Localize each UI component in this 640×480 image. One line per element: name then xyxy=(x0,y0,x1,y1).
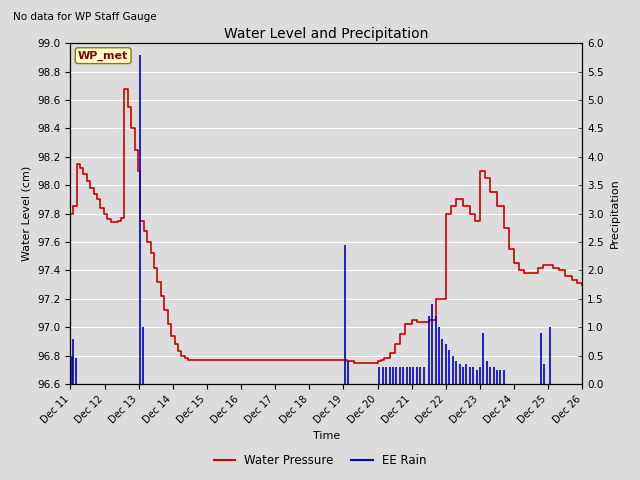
Y-axis label: Water Level (cm): Water Level (cm) xyxy=(22,166,32,261)
Y-axis label: Precipitation: Precipitation xyxy=(609,179,620,249)
Text: WP_met: WP_met xyxy=(78,50,129,61)
X-axis label: Time: Time xyxy=(313,431,340,441)
Legend: Water Pressure, EE Rain: Water Pressure, EE Rain xyxy=(209,449,431,472)
Text: No data for WP Staff Gauge: No data for WP Staff Gauge xyxy=(13,12,156,22)
Title: Water Level and Precipitation: Water Level and Precipitation xyxy=(224,27,429,41)
